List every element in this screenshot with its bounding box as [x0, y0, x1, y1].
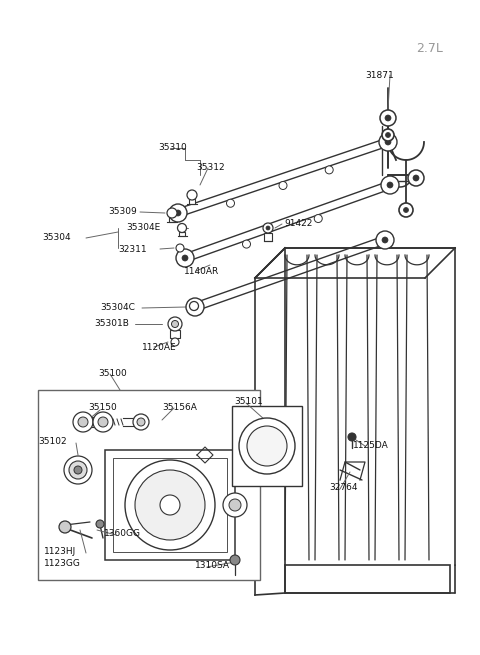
- Circle shape: [263, 223, 273, 233]
- Circle shape: [93, 412, 113, 432]
- Bar: [105, 450, 235, 560]
- Circle shape: [160, 495, 180, 515]
- Text: 91422: 91422: [284, 219, 312, 227]
- Circle shape: [223, 493, 247, 517]
- Text: 35301B: 35301B: [94, 318, 129, 328]
- Circle shape: [266, 226, 270, 230]
- Circle shape: [239, 418, 295, 474]
- Text: 35304C: 35304C: [100, 303, 135, 312]
- Text: 1310SA: 1310SA: [195, 561, 230, 571]
- Text: 35150: 35150: [88, 403, 117, 411]
- Circle shape: [382, 237, 388, 243]
- Circle shape: [227, 199, 235, 207]
- Text: 35304E: 35304E: [126, 223, 160, 233]
- Circle shape: [190, 301, 199, 310]
- Bar: [169, 217, 175, 222]
- Bar: [113, 458, 227, 552]
- Circle shape: [98, 417, 108, 427]
- Text: 35101: 35101: [234, 398, 263, 407]
- Circle shape: [74, 466, 82, 474]
- Bar: [285, 565, 450, 593]
- Circle shape: [137, 418, 145, 426]
- Text: 1120AE: 1120AE: [142, 343, 177, 352]
- Text: 35304: 35304: [42, 233, 71, 242]
- Bar: [189, 199, 195, 204]
- Bar: [232, 406, 302, 486]
- Bar: [38, 390, 260, 580]
- Circle shape: [171, 338, 179, 346]
- Circle shape: [381, 176, 399, 194]
- Circle shape: [176, 244, 184, 252]
- Circle shape: [385, 115, 391, 121]
- Text: 1123GG: 1123GG: [44, 559, 81, 567]
- Text: 31871: 31871: [365, 71, 394, 79]
- Bar: [180, 232, 185, 236]
- Circle shape: [387, 182, 393, 188]
- Text: 35102: 35102: [38, 438, 67, 447]
- Circle shape: [73, 412, 93, 432]
- Text: 1123HJ: 1123HJ: [44, 548, 76, 557]
- Circle shape: [59, 521, 71, 533]
- Text: 32311: 32311: [118, 244, 146, 253]
- Text: 35100: 35100: [98, 369, 127, 379]
- Circle shape: [382, 129, 394, 141]
- Circle shape: [247, 426, 287, 466]
- Text: 1360GG: 1360GG: [104, 529, 141, 538]
- Circle shape: [182, 255, 188, 261]
- Circle shape: [399, 203, 413, 217]
- Circle shape: [404, 208, 408, 212]
- Circle shape: [279, 181, 287, 189]
- Bar: [192, 310, 197, 314]
- Circle shape: [325, 166, 333, 174]
- Circle shape: [64, 456, 92, 484]
- Bar: [264, 233, 272, 241]
- Text: 35310: 35310: [158, 143, 187, 153]
- Bar: [170, 330, 180, 338]
- Circle shape: [168, 317, 182, 331]
- Circle shape: [178, 223, 187, 233]
- Circle shape: [408, 170, 424, 186]
- Circle shape: [230, 555, 240, 565]
- Circle shape: [229, 499, 241, 511]
- Circle shape: [171, 320, 179, 328]
- Circle shape: [376, 231, 394, 249]
- Circle shape: [167, 208, 177, 218]
- Text: 35312: 35312: [196, 164, 225, 172]
- Text: 1140AR: 1140AR: [184, 267, 219, 276]
- Circle shape: [348, 433, 356, 441]
- Circle shape: [314, 215, 322, 223]
- Circle shape: [96, 520, 104, 528]
- Circle shape: [69, 461, 87, 479]
- Circle shape: [135, 470, 205, 540]
- Text: 32764: 32764: [329, 483, 358, 493]
- Circle shape: [192, 304, 198, 310]
- Circle shape: [385, 139, 391, 145]
- Text: 35309: 35309: [108, 206, 137, 215]
- Circle shape: [385, 132, 391, 138]
- Circle shape: [242, 240, 251, 248]
- Bar: [83, 417, 103, 427]
- Text: 1125DA: 1125DA: [353, 441, 389, 449]
- Circle shape: [186, 298, 204, 316]
- Circle shape: [78, 417, 88, 427]
- Circle shape: [175, 210, 181, 216]
- Circle shape: [133, 414, 149, 430]
- Circle shape: [176, 249, 194, 267]
- Circle shape: [169, 204, 187, 222]
- Circle shape: [187, 190, 197, 200]
- Circle shape: [413, 175, 419, 181]
- Circle shape: [125, 460, 215, 550]
- Circle shape: [379, 133, 397, 151]
- Text: 35156A: 35156A: [162, 403, 197, 411]
- Circle shape: [380, 110, 396, 126]
- Text: 2.7L: 2.7L: [417, 41, 444, 54]
